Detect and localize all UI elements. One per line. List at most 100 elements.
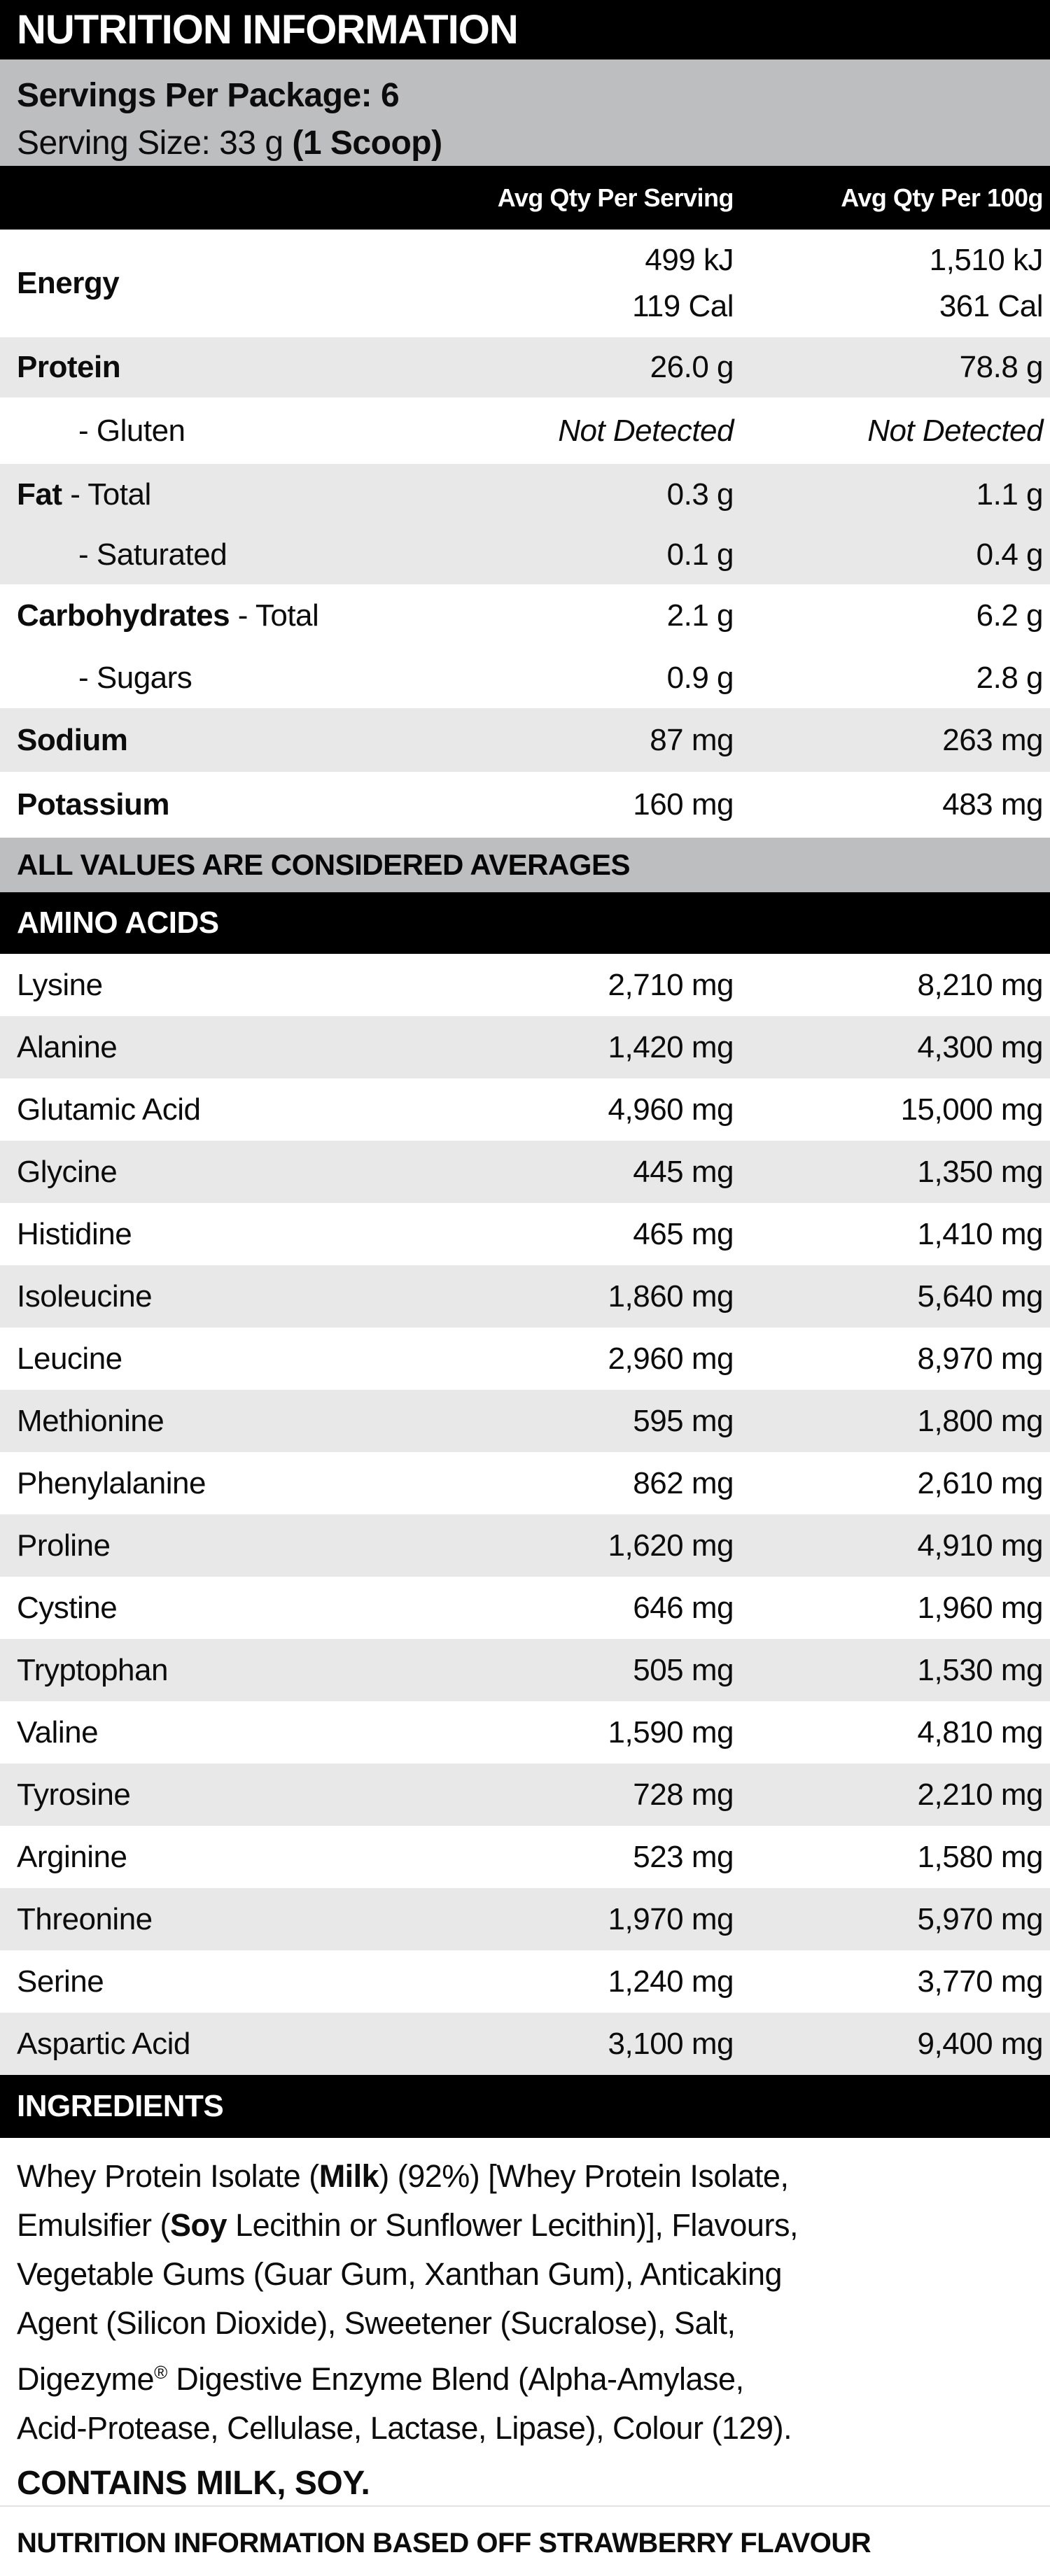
servings-per-package: Servings Per Package: 6 [17,77,400,114]
ingredients-line: Agent (Silicon Dioxide), Sweetener (Sucr… [17,2305,736,2341]
column-header-row: Avg Qty Per Serving Avg Qty Per 100g [0,166,1050,230]
value-per-serving: 4,960 mg [608,1092,734,1127]
table-row-sodium: Sodium 87 mg 263 mg [0,708,1050,772]
serving-size: Serving Size: 33 g (1 Scoop) [17,120,1033,167]
table-row: Glycine 445 mg 1,350 mg [0,1141,1050,1203]
value-per-100g: 1.1 g [976,477,1044,512]
table-row: Leucine 2,960 mg 8,970 mg [0,1328,1050,1390]
value-per-serving: 465 mg [633,1216,734,1251]
table-row: Alanine 1,420 mg 4,300 mg [0,1016,1050,1078]
amino-label: Leucine [17,1341,122,1376]
amino-label: Isoleucine [17,1279,153,1314]
value-per-100g: 1,350 mg [917,1154,1044,1189]
ingredients-line: Vegetable Gums (Guar Gum, Xanthan Gum), … [17,2256,783,2292]
amino-label: Glycine [17,1154,118,1189]
value-per-serving: 646 mg [633,1590,734,1625]
ingredients-line: Whey Protein Isolate (Milk) (92%) [Whey … [17,2158,789,2194]
amino-label: Phenylalanine [17,1465,206,1500]
value-per-100g: 2,610 mg [917,1465,1044,1500]
table-row: Valine 1,590 mg 4,810 mg [0,1701,1050,1764]
nutrient-label: Potassium [17,787,170,822]
amino-label: Aspartic Acid [17,2026,190,2061]
ingredients-line: Emulsifier (Soy Lecithin or Sunflower Le… [17,2207,798,2243]
averages-note: ALL VALUES ARE CONSIDERED AVERAGES [0,838,1050,892]
table-row: Isoleucine 1,860 mg 5,640 mg [0,1265,1050,1328]
amino-label: Cystine [17,1590,118,1625]
value-per-serving: 445 mg [633,1154,734,1189]
nutrient-label: Energy [17,266,120,300]
value-per-serving: 595 mg [633,1403,734,1438]
value-per-100g: 2,210 mg [917,1777,1044,1812]
value-per-100g: 78.8 g [959,350,1044,384]
value-per-serving: 2,710 mg [608,967,734,1002]
table-row-carbohydrates: Carbohydrates - Total 2.1 g 6.2 g [0,584,1050,647]
value-per-100g: Not Detected [867,413,1043,448]
nutrient-sublabel: - Saturated [78,537,227,572]
divider [0,2505,1050,2507]
value-per-100g: 8,970 mg [917,1341,1044,1376]
amino-label: Alanine [17,1029,118,1064]
nutrient-label: Carbohydrates - Total [0,598,454,633]
value-per-100g: 4,910 mg [917,1528,1044,1563]
amino-label: Lysine [17,967,103,1002]
value-line-cal: 119 Cal [632,289,734,323]
nutrient-label-rest: - Total [62,477,151,512]
value-per-serving: Not Detected [558,413,734,448]
table-row-potassium: Potassium 160 mg 483 mg [0,772,1050,838]
value-per-serving: 862 mg [633,1465,734,1500]
value-line-cal: 361 Cal [939,289,1044,323]
table-row-sugars: - Sugars 0.9 g 2.8 g [0,647,1050,708]
table-row: Methionine 595 mg 1,800 mg [0,1390,1050,1452]
table-row: Aspartic Acid 3,100 mg 9,400 mg [0,2013,1050,2075]
column-header-per-100g: Avg Qty Per 100g [841,183,1043,212]
value-per-serving: 1,970 mg [608,1901,734,1936]
registered-trademark-symbol: ® [154,2362,168,2383]
table-row-gluten: - Gluten Not Detected Not Detected [0,397,1050,464]
amino-label: Histidine [17,1216,132,1251]
allergen-soy: Soy [170,2207,227,2243]
value-per-100g: 4,810 mg [917,1715,1044,1750]
value-per-100g: 1,530 mg [917,1652,1044,1687]
value-per-serving: 1,240 mg [608,1964,734,1999]
ingredients-line: Acid-Protease, Cellulase, Lactase, Lipas… [17,2410,792,2446]
nutrient-label-bold: Fat [17,477,62,512]
amino-label: Valine [17,1715,99,1750]
amino-label: Tryptophan [17,1652,168,1687]
column-header-per-serving: Avg Qty Per Serving [497,183,734,212]
table-row: Cystine 646 mg 1,960 mg [0,1577,1050,1639]
table-row: Arginine 523 mg 1,580 mg [0,1826,1050,1888]
table-row-fat: Fat - Total 0.3 g 1.1 g [0,464,1050,525]
ingredients-text: Whey Protein Isolate (Milk) (92%) [Whey … [0,2138,1050,2453]
value-per-serving: 3,100 mg [608,2026,734,2061]
value-per-serving: 2,960 mg [608,1341,734,1376]
allergen-statement: CONTAINS MILK, SOY. [17,2465,370,2502]
value-line-kj: 1,510 kJ [929,243,1044,277]
allergen-milk: Milk [318,2158,379,2194]
value-per-serving: 2.1 g [666,598,734,633]
nutrient-sublabel: - Gluten [78,413,186,448]
table-row: Lysine 2,710 mg 8,210 mg [0,954,1050,1016]
value-per-100g: 9,400 mg [917,2026,1044,2061]
value-per-serving: 523 mg [633,1839,734,1874]
value-per-100g: 5,640 mg [917,1279,1044,1314]
value-per-serving: 1,590 mg [608,1715,734,1750]
nutrient-label-bold: Carbohydrates [17,598,230,633]
value-per-100g: 483 mg [942,787,1043,822]
table-row: Threonine 1,970 mg 5,970 mg [0,1888,1050,1950]
value-line-kj: 499 kJ [645,243,734,277]
ingredients-line: Digezyme® Digestive Enzyme Blend (Alpha-… [17,2361,744,2397]
table-row: Tyrosine 728 mg 2,210 mg [0,1764,1050,1826]
value-per-100g: 8,210 mg [917,967,1044,1002]
value-per-serving: 1,860 mg [608,1279,734,1314]
value-per-100g: 1,800 mg [917,1403,1044,1438]
value-per-100g: 1,960 mg [917,1590,1044,1625]
value-per-100g: 0.4 g [976,537,1044,572]
value-per-serving: 0.1 g [666,537,734,572]
serving-size-text: Serving Size: 33 g [17,125,293,162]
amino-label: Methionine [17,1403,164,1438]
value-per-100g: 3,770 mg [917,1964,1044,1999]
value-per-100g: 263 mg [942,722,1043,757]
nutrient-label: Fat - Total [0,477,454,512]
value-per-serving: 499 kJ 119 Cal [454,237,734,330]
table-row: Histidine 465 mg 1,410 mg [0,1203,1050,1265]
